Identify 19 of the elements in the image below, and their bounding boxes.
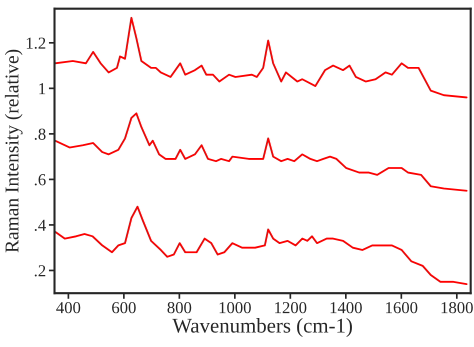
y-tick-label: 1.2 (26, 38, 46, 49)
y-tick-label: 1 (39, 83, 46, 94)
y-axis-title: Raman Intensity (relative) (4, 50, 23, 252)
x-tick-label: 1200 (275, 302, 306, 314)
x-tick-label: 1800 (442, 302, 473, 314)
x-tick-label: 1400 (330, 302, 362, 314)
y-tick-label: .4 (34, 220, 46, 231)
y-tick-label: .8 (34, 128, 46, 140)
line-series (54, 16, 468, 98)
line-series (54, 206, 468, 286)
x-axis-title: Wavenumbers (cm-1) (172, 318, 352, 337)
x-tick-label: 1000 (220, 302, 251, 314)
y-tick-label: .2 (34, 265, 46, 276)
x-tick-label: 400 (56, 302, 80, 314)
x-tick-label: 600 (112, 302, 136, 314)
x-tick-label: 1600 (386, 302, 418, 314)
line-series (54, 112, 468, 192)
x-tick-label: 800 (167, 302, 192, 314)
y-tick-label: .6 (34, 174, 46, 186)
